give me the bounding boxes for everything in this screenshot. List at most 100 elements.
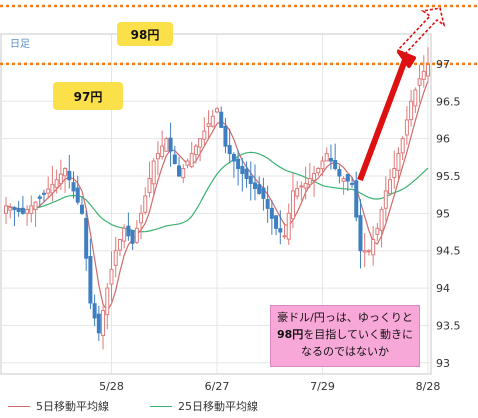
candle-body — [42, 193, 45, 194]
candle-body — [266, 200, 269, 209]
candle-body — [68, 171, 71, 179]
candle-body — [296, 188, 299, 196]
candle-body — [384, 191, 387, 208]
candle-body — [64, 169, 67, 176]
candle-body — [372, 239, 375, 254]
callout-97: 97円 — [53, 82, 123, 110]
candle-body — [308, 178, 311, 184]
candle-body — [224, 126, 227, 146]
candle-body — [334, 160, 337, 168]
candle-body — [367, 251, 370, 252]
annotation-line-1: 豪ドル/円っは、ゆっくりと — [275, 309, 415, 326]
y-tick-label: 94 — [436, 282, 450, 295]
candle-body — [93, 304, 96, 318]
annotation-line-2-rest: を目指していく動きに — [303, 328, 413, 341]
candle-body — [38, 197, 41, 199]
candle-body — [135, 228, 138, 242]
candle-body — [397, 154, 400, 171]
candle-body — [59, 174, 62, 183]
candle-body — [279, 229, 282, 232]
candle-body — [89, 257, 92, 303]
candle-body — [338, 170, 341, 176]
candle-body — [287, 213, 290, 239]
candle-body — [283, 236, 286, 237]
candle-body — [321, 161, 324, 169]
candle-body — [17, 209, 20, 212]
candle-body — [140, 213, 143, 222]
candle-body — [351, 183, 354, 184]
y-tick-labels: 9393.59494.59595.59696.597 — [436, 58, 461, 370]
legend-ma5: 5日移動平均線 — [8, 398, 109, 414]
candle-body — [110, 269, 113, 284]
candle-body — [317, 169, 320, 173]
candle-body — [342, 178, 345, 181]
candle-body — [300, 186, 303, 187]
candle-body — [118, 239, 121, 250]
candle-body — [237, 159, 240, 168]
candle-body — [393, 169, 396, 178]
candle-body — [245, 169, 248, 178]
candle-body — [359, 216, 362, 251]
candle-body — [148, 178, 151, 192]
candle-body — [232, 154, 235, 161]
legend-ma5-label: 5日移動平均線 — [36, 398, 109, 414]
candle-body — [102, 310, 105, 335]
candle-body — [21, 208, 24, 213]
candle-body — [427, 64, 430, 76]
candle-body — [363, 251, 366, 252]
timeframe-label: 日足 — [10, 38, 30, 50]
annotation-line-2: 98円を目指していく動きに — [275, 326, 415, 343]
candle-body — [346, 175, 349, 181]
candle-body — [76, 188, 79, 202]
candle-body — [13, 208, 16, 210]
candle-body — [313, 173, 316, 180]
candle-body — [380, 210, 383, 231]
annotation-line-3: なるのではないか — [275, 343, 415, 360]
legend-ma5-swatch — [8, 406, 30, 407]
x-tick-label: 6/27 — [205, 380, 230, 393]
annotation-box: 豪ドル/円っは、ゆっくりと 98円を目指していく動きに なるのではないか — [270, 305, 420, 367]
candle-body — [186, 161, 189, 165]
candle-body — [410, 101, 413, 119]
candle-body — [241, 167, 244, 174]
candle-body — [418, 79, 421, 85]
candle-body — [304, 183, 307, 188]
candle-body — [114, 251, 117, 266]
x-tick-label: 8/28 — [416, 380, 441, 393]
candle-body — [106, 288, 109, 315]
candle-body — [97, 314, 100, 333]
x-tick-label: 7/29 — [310, 380, 335, 393]
candle-body — [414, 90, 417, 106]
candle-body — [401, 139, 404, 153]
candle-body — [85, 218, 88, 258]
candle-body — [55, 180, 58, 188]
candle-body — [207, 124, 210, 127]
candle-body — [405, 120, 408, 135]
candle-body — [270, 208, 273, 218]
candle-body — [325, 154, 328, 161]
y-tick-label: 95 — [436, 207, 450, 220]
candle-body — [123, 228, 126, 241]
candle-body — [47, 189, 50, 193]
candle-body — [389, 180, 392, 194]
candle-body — [422, 71, 425, 79]
y-tick-label: 96.5 — [436, 95, 461, 108]
candle-body — [258, 185, 261, 194]
candle-body — [26, 210, 29, 214]
annotation-line-2-bold: 98円 — [277, 328, 303, 341]
legend-ma25: 25日移動平均線 — [150, 398, 258, 414]
candle-body — [51, 184, 54, 192]
candle-body — [127, 226, 130, 236]
candle-body — [131, 231, 134, 244]
candle-body — [262, 188, 265, 198]
y-tick-label: 95.5 — [436, 170, 461, 183]
candle-body — [211, 116, 214, 126]
candle-body — [30, 206, 33, 214]
candle-body — [161, 146, 164, 157]
candle-body — [190, 154, 193, 167]
candle-body — [329, 158, 332, 161]
candle-body — [156, 154, 159, 159]
y-tick-label: 97 — [436, 58, 450, 71]
y-tick-label: 93.5 — [436, 319, 461, 332]
candle-body — [178, 166, 181, 176]
